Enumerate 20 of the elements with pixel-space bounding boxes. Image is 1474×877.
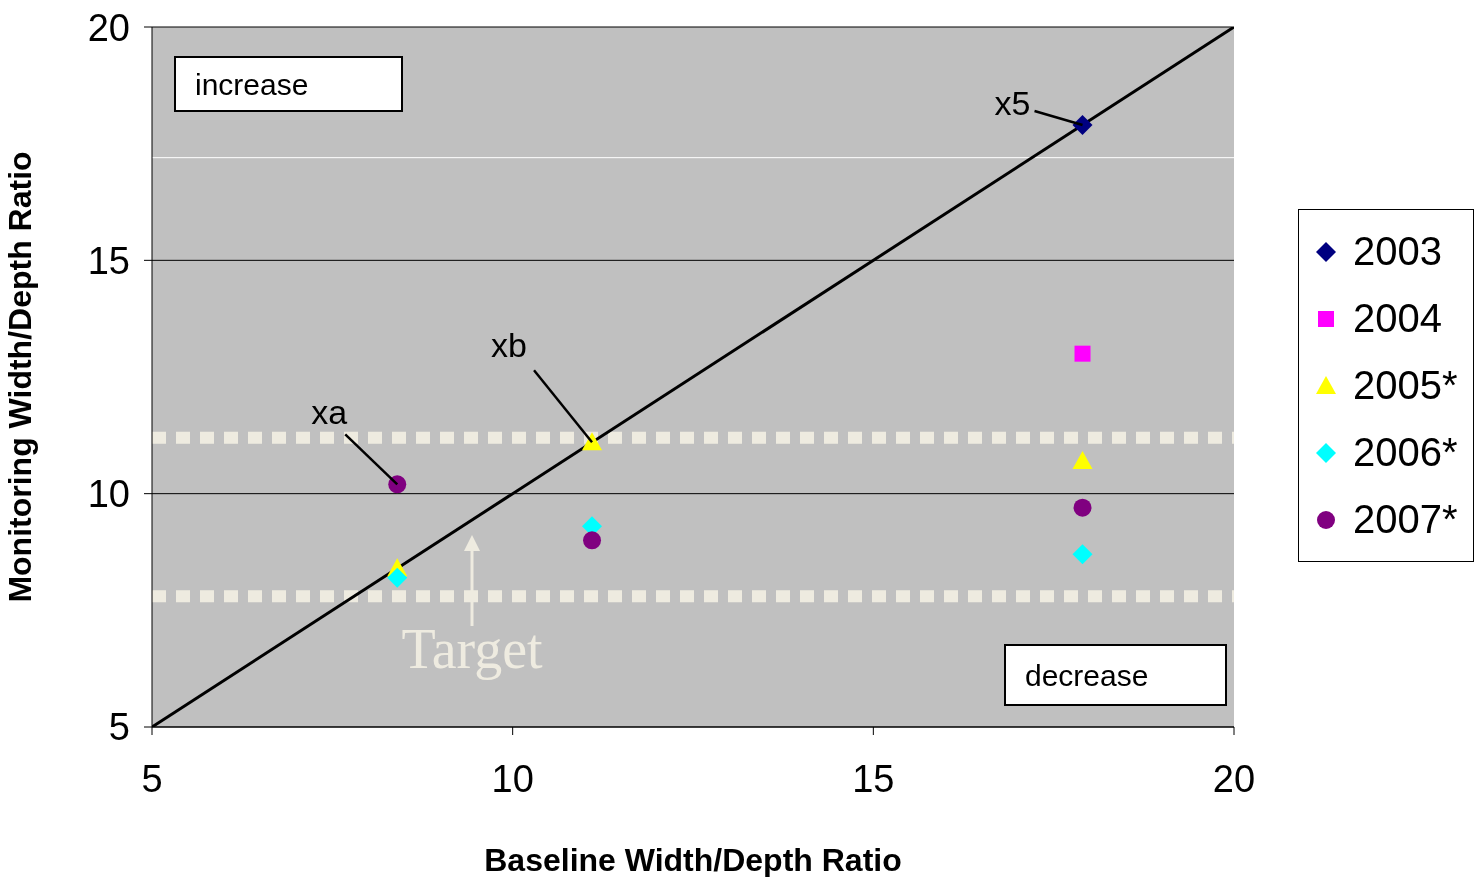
annotation: increase — [195, 68, 309, 101]
annotation: decrease — [1025, 659, 1149, 692]
annotation: x5 — [994, 84, 1031, 122]
y-tick-label: 20 — [87, 6, 130, 49]
legend-label: 2007* — [1353, 497, 1458, 542]
y-axis-title: Monitoring Width/Depth Ratio — [2, 151, 39, 603]
x-tick-label: 15 — [852, 757, 895, 800]
y-tick-label: 5 — [108, 706, 130, 749]
annotation: xa — [311, 393, 348, 432]
x-tick-label: 20 — [1212, 757, 1256, 800]
y-tick-label: 15 — [87, 239, 130, 282]
x-tick-label: 5 — [141, 757, 163, 800]
legend-label: 2006* — [1353, 430, 1458, 475]
legend-label: 2004 — [1353, 296, 1442, 341]
x-axis-title: Baseline Width/Depth Ratio — [484, 842, 902, 877]
x-tick-label: 10 — [491, 757, 534, 800]
y-tick-label: 10 — [87, 473, 130, 516]
legend-label: 2005* — [1353, 363, 1458, 408]
legend-label: 2003 — [1353, 229, 1442, 274]
annotation: xb — [491, 326, 527, 365]
